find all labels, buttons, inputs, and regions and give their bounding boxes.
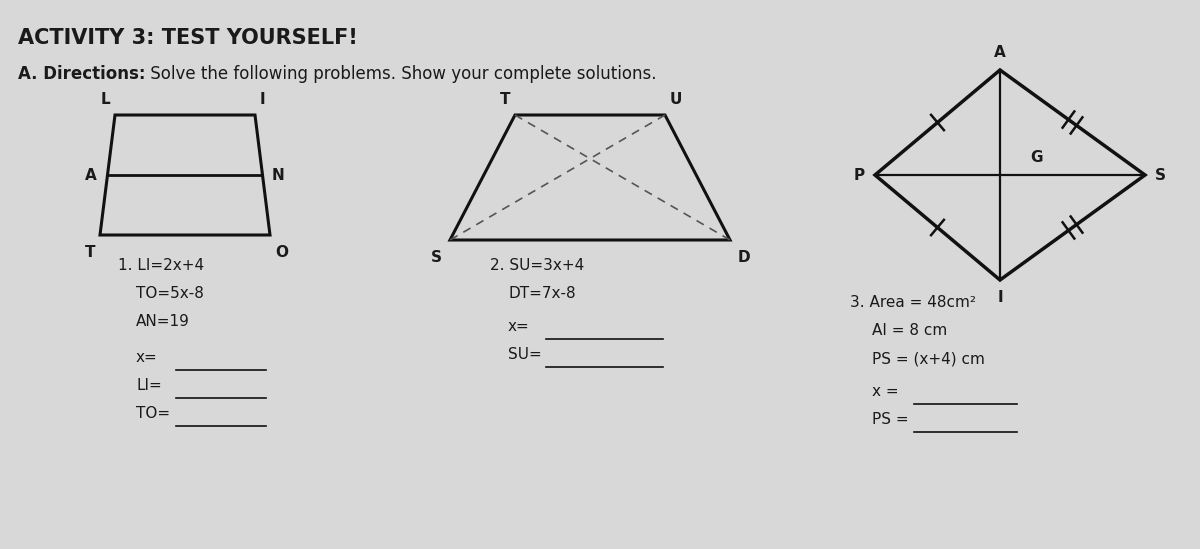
- Text: A: A: [85, 167, 97, 182]
- Text: T: T: [84, 245, 95, 260]
- Text: SU=: SU=: [508, 347, 541, 362]
- Text: TO=5x-8: TO=5x-8: [136, 286, 204, 301]
- Text: PS =: PS =: [872, 412, 908, 427]
- Text: T: T: [499, 92, 510, 107]
- Text: Solve the following problems. Show your complete solutions.: Solve the following problems. Show your …: [145, 65, 656, 83]
- Text: I: I: [260, 92, 265, 107]
- Text: P: P: [854, 167, 865, 182]
- Text: TO=: TO=: [136, 406, 170, 421]
- Text: A. Directions:: A. Directions:: [18, 65, 145, 83]
- Text: 1. LI=2x+4: 1. LI=2x+4: [118, 258, 204, 273]
- Text: A: A: [994, 45, 1006, 60]
- Text: L: L: [101, 92, 110, 107]
- Text: ACTIVITY 3: TEST YOURSELF!: ACTIVITY 3: TEST YOURSELF!: [18, 28, 358, 48]
- Text: U: U: [670, 92, 683, 107]
- Text: I: I: [997, 290, 1003, 305]
- Text: G: G: [1030, 150, 1043, 165]
- Text: AN=19: AN=19: [136, 314, 190, 329]
- Text: D: D: [738, 250, 751, 265]
- Text: AI = 8 cm: AI = 8 cm: [872, 323, 947, 338]
- Text: 3. Area = 48cm²: 3. Area = 48cm²: [850, 295, 976, 310]
- Text: x=: x=: [508, 319, 529, 334]
- Text: S: S: [431, 250, 442, 265]
- Text: S: S: [1154, 167, 1166, 182]
- Text: PS = (x+4) cm: PS = (x+4) cm: [872, 351, 985, 366]
- Text: N: N: [272, 167, 284, 182]
- Text: x =: x =: [872, 384, 899, 399]
- Text: 2. SU=3x+4: 2. SU=3x+4: [490, 258, 584, 273]
- Text: LI=: LI=: [136, 378, 162, 393]
- Text: O: O: [275, 245, 288, 260]
- Text: DT=7x-8: DT=7x-8: [508, 286, 576, 301]
- Text: x=: x=: [136, 350, 157, 365]
